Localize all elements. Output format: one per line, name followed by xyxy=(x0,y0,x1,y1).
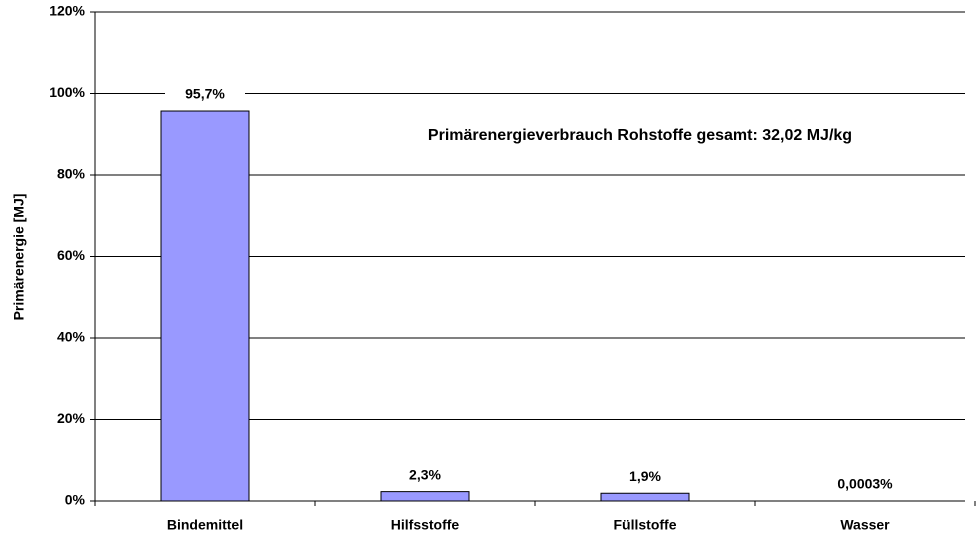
y-tick-label: 120% xyxy=(49,3,85,19)
label-background xyxy=(825,475,905,494)
value-label: 1,9% xyxy=(629,468,661,484)
value-label: 0,0003% xyxy=(837,476,893,492)
value-label: 95,7% xyxy=(185,86,225,102)
x-tick-label: Hilfsstoffe xyxy=(391,517,460,533)
y-tick-label: 0% xyxy=(65,492,86,508)
y-tick-label: 20% xyxy=(57,410,86,426)
bar xyxy=(600,492,690,502)
label-background xyxy=(605,468,685,487)
x-tick-label: Bindemittel xyxy=(167,517,243,533)
x-tick-label: Wasser xyxy=(840,517,890,533)
label-background xyxy=(165,86,245,105)
y-tick-label: 80% xyxy=(57,166,86,182)
y-tick-label: 100% xyxy=(49,84,85,100)
y-tick-label: 40% xyxy=(57,329,86,345)
label-background xyxy=(385,466,465,485)
y-tick-label: 60% xyxy=(57,247,86,263)
y-axis-label: Primärenergie [MJ] xyxy=(11,194,27,321)
bar xyxy=(380,491,470,502)
value-label: 2,3% xyxy=(409,466,441,482)
annotation: Primärenergieverbrauch Rohstoffe gesamt:… xyxy=(428,127,852,144)
x-tick-label: Füllstoffe xyxy=(614,517,677,533)
bar xyxy=(160,110,250,502)
